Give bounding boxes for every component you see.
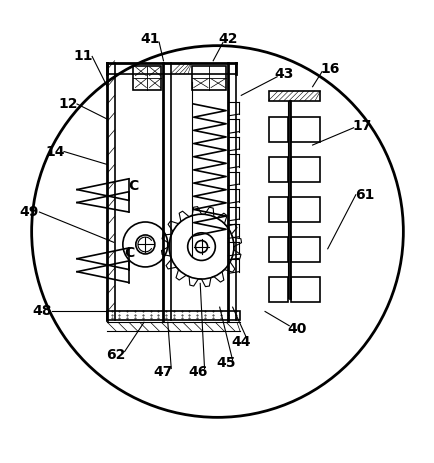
- Text: 43: 43: [274, 67, 293, 81]
- Text: 14: 14: [46, 144, 65, 158]
- Text: 16: 16: [319, 63, 339, 76]
- Bar: [268, 238, 287, 263]
- Text: 62: 62: [106, 348, 125, 362]
- Bar: [290, 277, 319, 302]
- Text: 42: 42: [218, 32, 237, 46]
- Bar: [133, 66, 161, 90]
- Bar: [268, 91, 319, 100]
- Bar: [107, 312, 240, 320]
- Text: 46: 46: [188, 365, 207, 379]
- Text: 41: 41: [141, 32, 160, 46]
- Text: 44: 44: [231, 335, 250, 349]
- Text: 45: 45: [216, 357, 235, 370]
- Bar: [268, 118, 287, 143]
- Text: 12: 12: [59, 97, 78, 111]
- Bar: [268, 277, 287, 302]
- Bar: [290, 238, 319, 263]
- Bar: [268, 197, 287, 222]
- Bar: [290, 157, 319, 182]
- Text: C: C: [124, 246, 134, 260]
- Bar: [268, 157, 287, 182]
- Text: 11: 11: [74, 50, 93, 63]
- Bar: [191, 66, 226, 90]
- Text: 47: 47: [154, 365, 173, 379]
- Bar: [290, 197, 319, 222]
- Text: 48: 48: [33, 305, 52, 319]
- Text: 40: 40: [287, 322, 306, 336]
- Text: 61: 61: [354, 188, 373, 202]
- Text: C: C: [128, 179, 138, 193]
- Bar: [290, 118, 319, 143]
- Text: 49: 49: [20, 205, 39, 219]
- Text: 17: 17: [352, 119, 371, 132]
